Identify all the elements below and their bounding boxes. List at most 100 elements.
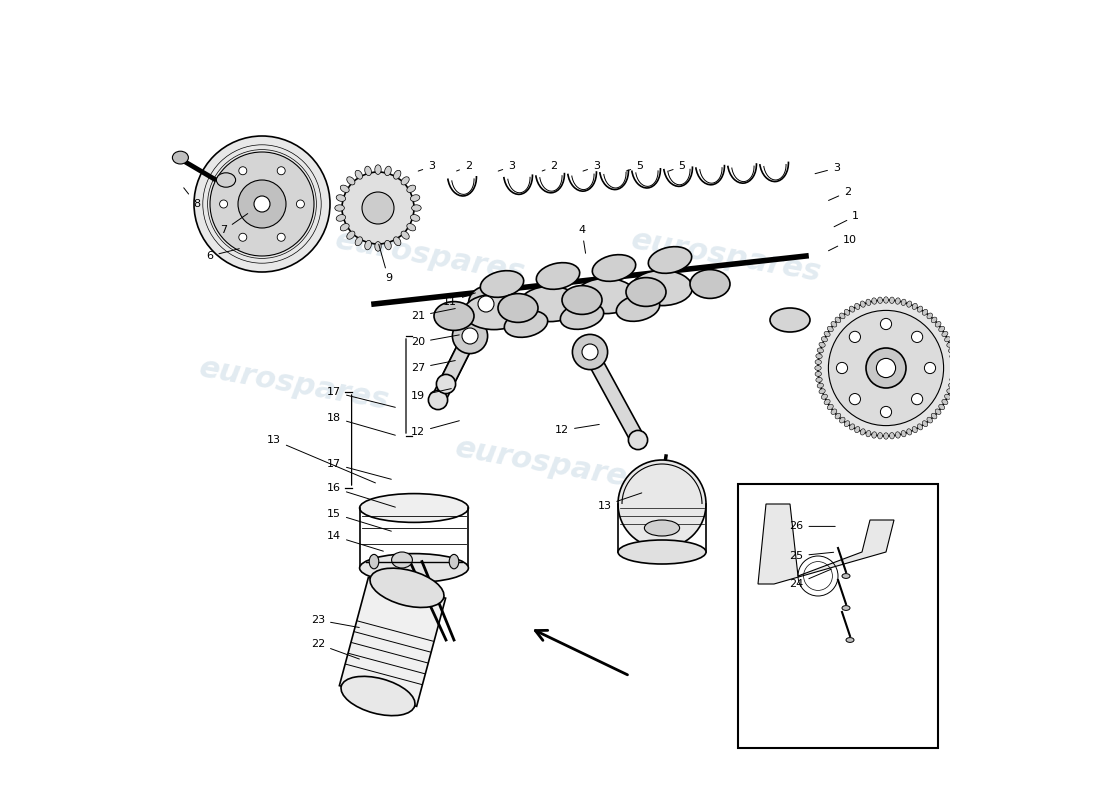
Ellipse shape [945,394,950,399]
Ellipse shape [385,166,392,176]
Ellipse shape [835,414,840,419]
Text: 3: 3 [498,162,515,171]
Ellipse shape [932,414,937,419]
Ellipse shape [346,231,355,239]
Ellipse shape [820,342,825,347]
Ellipse shape [341,676,415,716]
Text: 11: 11 [443,293,475,306]
Ellipse shape [277,234,285,242]
Ellipse shape [901,299,906,306]
Ellipse shape [334,205,344,211]
Ellipse shape [504,310,548,338]
Ellipse shape [822,394,827,399]
Ellipse shape [254,196,270,212]
Text: eurospares: eurospares [197,353,392,415]
Ellipse shape [877,358,895,378]
Ellipse shape [365,240,372,250]
Ellipse shape [849,394,860,405]
Ellipse shape [411,205,421,211]
Ellipse shape [942,399,948,405]
Ellipse shape [817,383,824,388]
Text: eurospares: eurospares [332,225,527,287]
Ellipse shape [839,313,845,319]
Ellipse shape [392,552,412,568]
Text: 7: 7 [220,214,248,235]
Ellipse shape [855,303,860,310]
Ellipse shape [935,409,940,414]
Ellipse shape [949,378,956,382]
Ellipse shape [648,246,692,274]
Ellipse shape [860,429,866,435]
Ellipse shape [866,348,906,388]
Text: 3: 3 [815,163,840,174]
Ellipse shape [878,433,882,439]
Ellipse shape [890,433,894,439]
Polygon shape [440,301,493,387]
Ellipse shape [912,394,923,405]
Text: 2: 2 [456,162,472,171]
Text: 2: 2 [828,187,851,201]
Ellipse shape [370,554,378,569]
Text: 8: 8 [184,188,200,209]
Ellipse shape [824,399,830,405]
Ellipse shape [217,173,235,187]
Text: 6: 6 [207,249,240,261]
Ellipse shape [815,360,822,365]
Text: 27: 27 [411,361,455,373]
Ellipse shape [927,313,933,319]
Ellipse shape [866,430,871,437]
Text: 1: 1 [834,211,859,226]
Ellipse shape [855,426,860,433]
Text: 24: 24 [790,569,832,589]
Ellipse shape [945,337,950,342]
FancyBboxPatch shape [738,484,938,748]
Ellipse shape [922,310,927,315]
Ellipse shape [582,344,598,360]
Ellipse shape [846,638,854,642]
Ellipse shape [342,172,414,244]
Ellipse shape [410,194,420,202]
Ellipse shape [340,223,349,231]
Ellipse shape [938,404,945,410]
Ellipse shape [830,409,837,414]
Ellipse shape [370,568,444,607]
Polygon shape [431,333,476,403]
Ellipse shape [296,200,305,208]
Ellipse shape [562,286,602,314]
Ellipse shape [948,348,955,353]
Ellipse shape [239,166,246,174]
Ellipse shape [616,294,660,322]
Text: 2: 2 [542,162,558,171]
Ellipse shape [631,270,692,306]
Ellipse shape [948,383,955,388]
Ellipse shape [924,362,936,374]
Ellipse shape [947,342,953,347]
Ellipse shape [827,326,834,332]
Ellipse shape [878,297,882,303]
Polygon shape [340,578,446,706]
Ellipse shape [839,417,845,423]
Ellipse shape [815,371,822,376]
Ellipse shape [238,180,286,228]
Polygon shape [584,349,645,443]
Ellipse shape [572,334,607,370]
Ellipse shape [618,460,706,548]
Text: 18: 18 [327,413,395,435]
Ellipse shape [407,185,416,193]
Ellipse shape [437,374,455,394]
Ellipse shape [872,298,877,304]
Ellipse shape [375,165,382,174]
Ellipse shape [394,237,400,246]
Ellipse shape [340,185,349,193]
Ellipse shape [949,354,956,358]
Text: 22: 22 [311,639,360,659]
Ellipse shape [519,286,581,322]
Ellipse shape [912,426,917,433]
Text: 3: 3 [418,162,436,171]
Text: 12: 12 [554,425,600,435]
Ellipse shape [942,331,948,337]
Text: 3: 3 [583,162,600,171]
Ellipse shape [901,430,906,437]
Ellipse shape [337,194,345,202]
Ellipse shape [628,430,648,450]
